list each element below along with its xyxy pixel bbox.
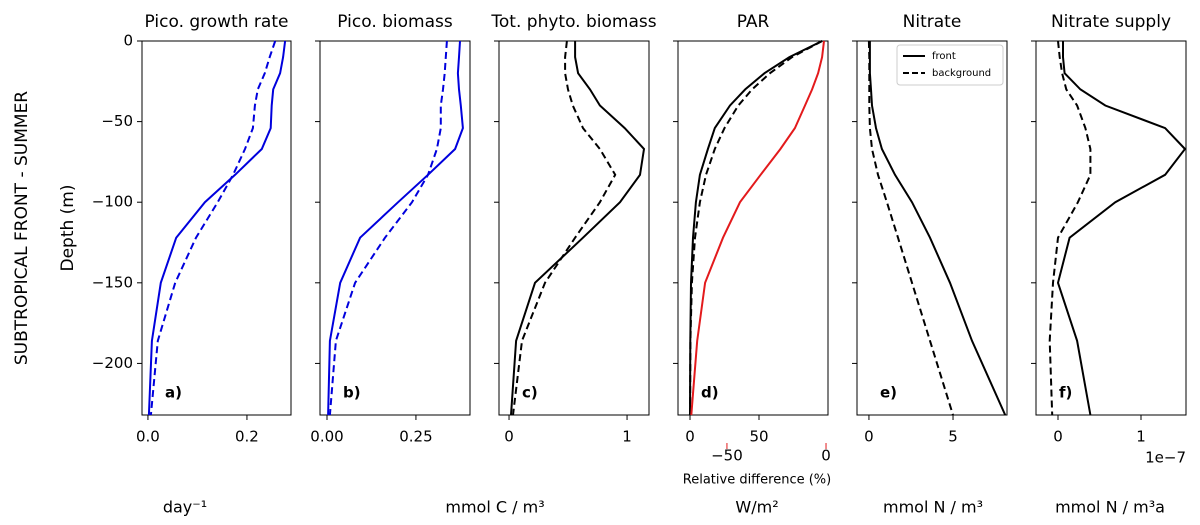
series-line <box>149 40 277 416</box>
series-line <box>690 40 825 416</box>
series-line <box>510 41 646 416</box>
panel-letter: f) <box>1059 384 1072 402</box>
panel-title: PAR <box>737 12 770 32</box>
unit-label: day⁻¹ <box>163 498 207 517</box>
panel-letter: c) <box>522 384 538 402</box>
x-tick-label: 0.25 <box>399 428 432 446</box>
axes-frame <box>498 40 650 416</box>
axes-frame <box>677 40 829 416</box>
x-tick-label: 0 <box>1053 428 1063 446</box>
x-tick-label: 0.0 <box>136 428 160 446</box>
y-tick-label: −200 <box>92 354 133 372</box>
panel-title: Pico. biomass <box>337 12 453 32</box>
unit-label: W/m² <box>735 498 778 517</box>
x-tick-label: 0.00 <box>310 428 343 446</box>
panel-letter: e) <box>880 384 897 402</box>
panel-title: Pico. growth rate <box>145 12 289 32</box>
axes-frame <box>856 40 1008 416</box>
panel-title: Nitrate supply <box>1051 12 1171 32</box>
axis-offset: 1e−7 <box>1145 449 1186 467</box>
x2-tick-label: 0 <box>821 447 831 465</box>
axes-frame <box>141 40 292 416</box>
panel-title: Nitrate <box>903 12 962 32</box>
series-line <box>867 40 954 416</box>
series-line <box>689 40 823 416</box>
unit-label: mmol N / m³ <box>883 498 983 517</box>
panel-letter: b) <box>343 384 361 402</box>
panel-title: Tot. phyto. biomass <box>490 12 656 32</box>
panel-letter: a) <box>165 384 182 402</box>
series-line <box>512 40 617 416</box>
x-tick-label: 0.2 <box>235 428 259 446</box>
row-label: SUBTROPICAL FRONT - SUMMER <box>12 91 32 365</box>
x-tick-label: 5 <box>948 428 958 446</box>
axes-frame <box>1035 40 1187 416</box>
y-tick-label: 0 <box>123 32 133 50</box>
x-tick-label: 50 <box>749 428 768 446</box>
series-line <box>689 40 823 416</box>
axes-frame <box>319 40 471 416</box>
x2-tick-label: −50 <box>711 447 743 465</box>
y-tick-label: −150 <box>92 273 133 291</box>
y-tick-label: −50 <box>101 112 133 130</box>
series-line <box>327 40 464 416</box>
x-tick-label: 0 <box>504 428 514 446</box>
x-tick-label: 1 <box>1136 428 1146 446</box>
x-tick-label: 0 <box>864 428 874 446</box>
y-tick-label: −100 <box>92 193 133 211</box>
series-line <box>328 40 448 416</box>
legend-label: background <box>932 68 991 79</box>
y-axis-label: Depth (m) <box>58 184 78 271</box>
series-line <box>868 41 1007 416</box>
legend-label: front <box>932 51 956 62</box>
series-line <box>1056 41 1187 416</box>
x2-axis-label: Relative difference (%) <box>683 473 831 488</box>
unit-label: mmol N / m³a <box>1055 498 1165 517</box>
unit-label: mmol C / m³ <box>445 498 544 517</box>
panel-letter: d) <box>701 384 719 402</box>
x-tick-label: 1 <box>622 428 632 446</box>
x-tick-label: 0 <box>685 428 695 446</box>
series-line <box>1048 40 1092 416</box>
series-line <box>147 40 287 416</box>
